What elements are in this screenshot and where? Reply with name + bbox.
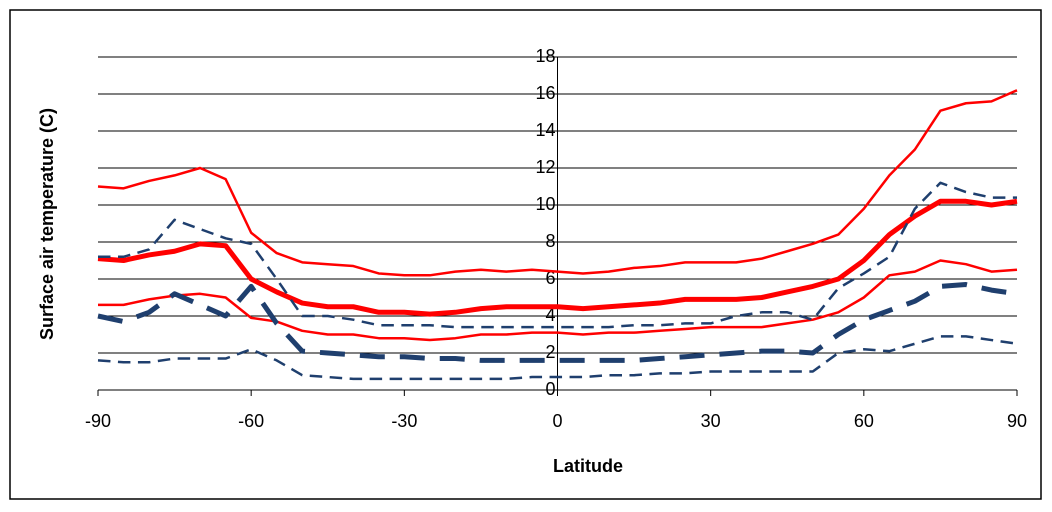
- x-tick-label: 30: [701, 411, 721, 431]
- y-tick-label: 2: [545, 342, 555, 362]
- x-axis-title: Latitude: [553, 456, 623, 476]
- y-axis-title: Surface air temperature (C): [37, 108, 57, 340]
- series-line: [97, 89, 1018, 277]
- y-tick-label: 4: [545, 305, 555, 325]
- y-tick-label: 10: [535, 194, 555, 214]
- x-tick-label: 60: [854, 411, 874, 431]
- x-tick-label: -90: [85, 411, 111, 431]
- x-tick-label: -30: [391, 411, 417, 431]
- series-line: [97, 198, 1018, 317]
- y-tick-label: 0: [545, 379, 555, 399]
- y-tick-label: 6: [545, 268, 555, 288]
- series-line: [97, 282, 1018, 363]
- x-tick-label: 90: [1007, 411, 1027, 431]
- x-tick-label: -60: [238, 411, 264, 431]
- y-tick-label: 12: [535, 157, 555, 177]
- series-line: [98, 181, 1017, 329]
- y-tick-label: 18: [535, 46, 555, 66]
- y-tick-label: 8: [545, 231, 555, 251]
- series-line: [97, 335, 1018, 381]
- y-tick-label: 14: [535, 120, 555, 140]
- y-tick-label: 16: [535, 83, 555, 103]
- series-line: [98, 259, 1018, 342]
- x-tick-label: 0: [552, 411, 562, 431]
